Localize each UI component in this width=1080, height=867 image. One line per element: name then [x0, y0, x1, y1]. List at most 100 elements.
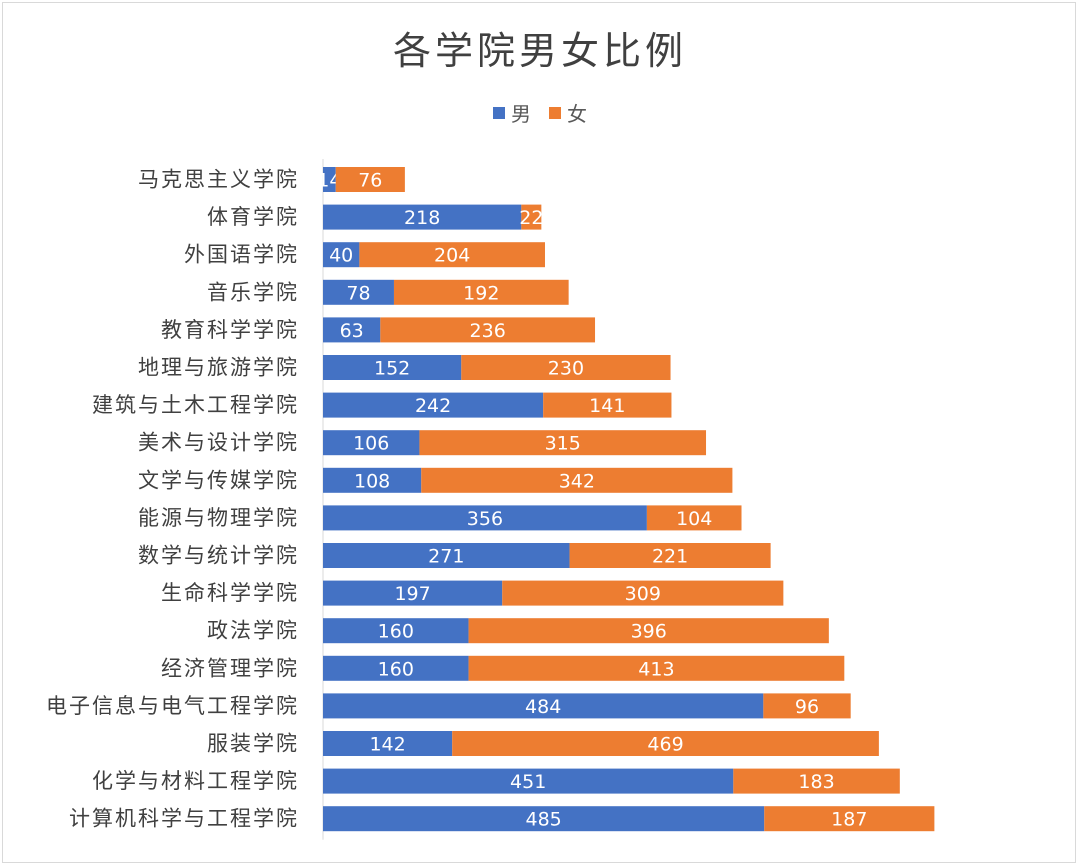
- data-label-male: 218: [404, 207, 440, 229]
- category-label: 化学与材料工程学院: [92, 769, 299, 793]
- data-label-male: 484: [525, 696, 561, 718]
- bar-male: [323, 317, 381, 343]
- category-label: 政法学院: [207, 619, 299, 643]
- data-label-male: 160: [378, 658, 414, 680]
- data-label-female: 236: [470, 320, 506, 342]
- data-label-male: 152: [374, 358, 410, 380]
- bar-male: [323, 167, 336, 192]
- bar-male: [323, 731, 453, 756]
- category-label: 文学与传媒学院: [138, 468, 299, 492]
- bar-female: [419, 430, 707, 456]
- category-label: 生命科学学院: [161, 581, 299, 605]
- legend: 男 女: [0, 98, 1080, 127]
- category-label: 电子信息与电气工程学院: [46, 694, 299, 718]
- bar-female: [461, 355, 671, 380]
- category-label: 经济管理学院: [161, 656, 299, 680]
- category-label: 外国语学院: [184, 243, 299, 267]
- bar-female: [764, 806, 935, 832]
- data-label-male: 78: [346, 282, 370, 304]
- bar-female: [502, 580, 784, 606]
- bar-female: [521, 204, 542, 230]
- data-label-male: 356: [467, 508, 503, 530]
- bar-male: [323, 768, 734, 794]
- category-label: 体育学院: [207, 205, 299, 229]
- data-label-male: 451: [510, 771, 546, 793]
- bar-female: [359, 242, 545, 268]
- bar-male: [323, 618, 469, 644]
- data-label-female: 22: [519, 207, 543, 229]
- bar-male: [323, 242, 360, 268]
- data-label-female: 469: [647, 734, 683, 756]
- bar-male: [323, 204, 522, 230]
- data-label-female: 141: [589, 395, 625, 417]
- bar-female: [543, 392, 672, 418]
- data-label-female: 183: [798, 771, 834, 793]
- bar-female: [468, 655, 845, 681]
- data-label-female: 104: [676, 508, 712, 530]
- data-label-female: 315: [545, 433, 581, 455]
- data-label-male: 14: [317, 170, 341, 192]
- chart-title: 各学院男女比例: [392, 29, 687, 73]
- bar-female: [646, 505, 742, 531]
- data-label-female: 221: [652, 546, 688, 568]
- data-label-female: 230: [548, 358, 584, 380]
- data-label-female: 192: [463, 282, 499, 304]
- data-label-male: 142: [369, 734, 405, 756]
- data-label-male: 63: [340, 320, 364, 342]
- bar-female: [468, 618, 829, 644]
- bar-female: [380, 317, 596, 343]
- category-label: 数学与统计学院: [138, 544, 299, 568]
- data-label-male: 197: [394, 583, 430, 605]
- category-label: 音乐学院: [207, 280, 299, 304]
- data-label-female: 204: [434, 245, 470, 267]
- data-label-male: 108: [354, 470, 390, 492]
- bar-male: [323, 693, 764, 719]
- bar-male: [323, 655, 469, 681]
- data-label-male: 271: [428, 546, 464, 568]
- data-label-female: 413: [638, 658, 674, 680]
- bar-female: [393, 279, 569, 305]
- category-label: 能源与物理学院: [138, 506, 299, 530]
- data-label-male: 106: [353, 433, 389, 455]
- data-label-male: 485: [525, 809, 561, 831]
- data-label-female: 187: [831, 809, 867, 831]
- bar-male: [323, 543, 570, 568]
- bar-female: [569, 543, 771, 568]
- legend-swatch-male: [493, 106, 505, 119]
- legend-label-male: 男: [511, 102, 531, 126]
- data-label-female: 76: [358, 170, 382, 192]
- category-label: 服装学院: [207, 732, 299, 756]
- bar-female: [733, 768, 900, 794]
- bar-male: [323, 580, 503, 606]
- data-label-male: 160: [378, 621, 414, 643]
- category-label: 美术与设计学院: [138, 431, 299, 455]
- legend-item-male: 男: [493, 98, 531, 127]
- data-label-female: 309: [625, 583, 661, 605]
- category-label: 地理与旅游学院: [138, 356, 299, 380]
- bar-male: [323, 355, 462, 380]
- data-label-female: 396: [631, 621, 667, 643]
- bar-female: [763, 693, 851, 719]
- legend-label-female: 女: [567, 102, 587, 126]
- legend-swatch-female: [549, 106, 561, 119]
- bar-male: [323, 505, 647, 531]
- bar-female: [421, 467, 733, 493]
- bar-male: [323, 279, 394, 305]
- bar-female: [452, 731, 879, 756]
- legend-item-female: 女: [549, 98, 587, 127]
- data-label-male: 242: [415, 395, 451, 417]
- category-label: 建筑与土木工程学院: [92, 393, 299, 417]
- bar-male: [323, 806, 765, 832]
- data-label-female: 96: [795, 696, 819, 718]
- data-label-male: 40: [329, 245, 353, 267]
- category-label: 计算机科学与工程学院: [69, 807, 299, 831]
- bar-female: [335, 167, 405, 192]
- bar-male: [323, 467, 422, 493]
- bar-male: [323, 430, 420, 456]
- category-label: 教育科学学院: [161, 318, 299, 342]
- category-label: 马克思主义学院: [138, 168, 299, 192]
- data-label-female: 342: [559, 470, 595, 492]
- bar-male: [323, 392, 544, 418]
